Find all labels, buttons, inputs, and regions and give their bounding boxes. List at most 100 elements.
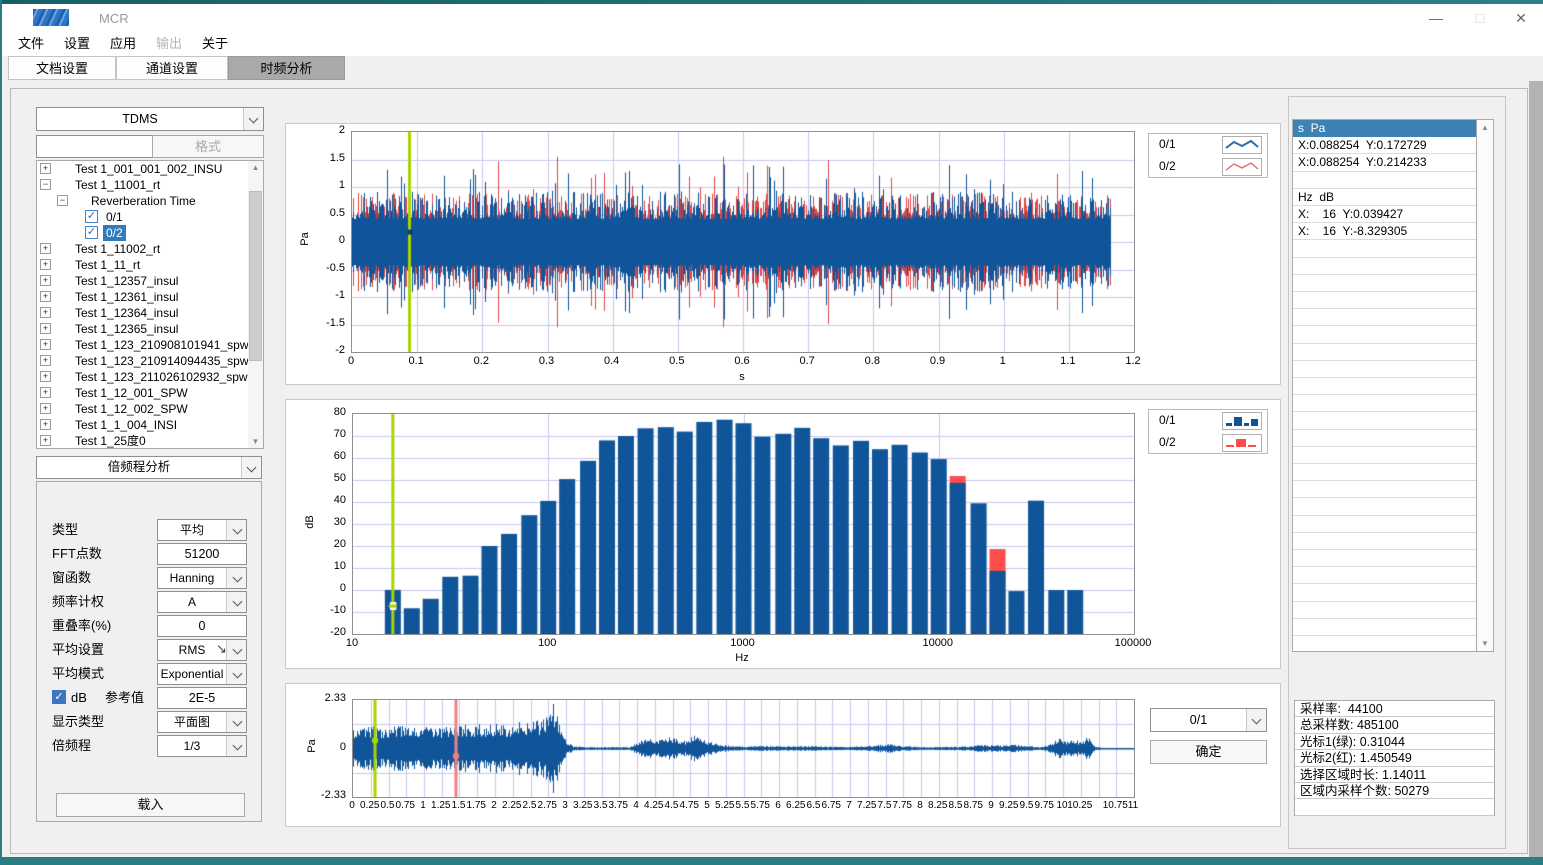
- collapse-minus-icon[interactable]: −: [40, 179, 51, 190]
- tree-scroll-down-icon[interactable]: ▼: [251, 437, 260, 446]
- field-select-频率计权[interactable]: A: [157, 591, 247, 613]
- tree-item[interactable]: + Test 1_123_210914094435_spw: [37, 353, 248, 369]
- analysis-type-arrow[interactable]: [241, 457, 261, 478]
- field-input-FFT点数[interactable]: [157, 543, 247, 565]
- readout-row[interactable]: X:0.088254 Y:0.172729: [1293, 137, 1476, 155]
- tree-item[interactable]: ✓ 0/2: [37, 225, 247, 241]
- readout-row[interactable]: [1293, 636, 1476, 651]
- readout-row[interactable]: [1293, 430, 1476, 447]
- readout-row[interactable]: [1293, 395, 1476, 413]
- tree-scroll-up-icon[interactable]: ▲: [251, 163, 260, 172]
- field-select-倍频程[interactable]: 1/3: [157, 735, 247, 757]
- octave-spectrum-plot[interactable]: [352, 413, 1135, 635]
- time-legend-row-1[interactable]: 0/1: [1149, 134, 1267, 156]
- readout-scroll-down-icon[interactable]: ▼: [1481, 639, 1489, 648]
- close-button[interactable]: ✕: [1515, 10, 1527, 26]
- menu-item-输出[interactable]: 输出: [156, 36, 183, 51]
- readout-row[interactable]: [1293, 326, 1476, 344]
- field-select-arrow[interactable]: [226, 592, 246, 612]
- expand-plus-icon[interactable]: +: [40, 355, 51, 366]
- field-select-arrow[interactable]: [226, 712, 246, 732]
- field-select-arrow[interactable]: [226, 520, 246, 540]
- readout-row[interactable]: [1293, 481, 1476, 499]
- spectrum-legend-row-1[interactable]: 0/1: [1149, 410, 1267, 432]
- expand-plus-icon[interactable]: +: [40, 307, 51, 318]
- minimize-button[interactable]: —: [1429, 10, 1443, 26]
- readout-row[interactable]: Hz dB: [1293, 189, 1476, 206]
- tree-item[interactable]: + Test 1_12365_insul: [37, 321, 247, 337]
- tree-item[interactable]: + Test 1_11002_rt: [37, 241, 247, 257]
- readout-row[interactable]: X: 16 Y:0.039427: [1293, 206, 1476, 224]
- tree-item[interactable]: + Test 1_12_001_SPW: [37, 385, 247, 401]
- readout-row[interactable]: [1293, 602, 1476, 619]
- readout-row[interactable]: [1293, 619, 1476, 636]
- expand-plus-icon[interactable]: +: [40, 275, 51, 286]
- expand-plus-icon[interactable]: +: [40, 339, 51, 350]
- readout-row[interactable]: [1293, 275, 1476, 292]
- tree-checkbox[interactable]: ✓: [85, 226, 98, 239]
- tree-checkbox[interactable]: ✓: [85, 210, 98, 223]
- tree-scroll-thumb[interactable]: [249, 191, 262, 361]
- readout-row[interactable]: [1293, 567, 1476, 585]
- readout-row[interactable]: [1293, 361, 1476, 378]
- expand-plus-icon[interactable]: +: [40, 419, 51, 430]
- tab-文档设置[interactable]: 文档设置: [8, 56, 116, 80]
- format-button[interactable]: 格式: [152, 135, 264, 158]
- field-select-arrow[interactable]: [226, 736, 246, 756]
- readout-row[interactable]: [1293, 378, 1476, 396]
- tree-item[interactable]: + Test 1_12361_insul: [37, 289, 247, 305]
- field-input-重叠率(%)[interactable]: [157, 615, 247, 637]
- expand-plus-icon[interactable]: +: [40, 387, 51, 398]
- readout-row[interactable]: [1293, 240, 1476, 258]
- load-button[interactable]: 载入: [56, 793, 245, 817]
- readout-row[interactable]: [1293, 309, 1476, 327]
- tree-item[interactable]: + Test 1_001_001_002_INSU: [37, 161, 247, 177]
- readout-row[interactable]: [1293, 498, 1476, 516]
- readout-row[interactable]: [1293, 412, 1476, 430]
- time-legend-row-2[interactable]: 0/2: [1149, 156, 1267, 178]
- readout-scrollbar[interactable]: ▲ ▼: [1477, 119, 1494, 652]
- field-select-窗函数[interactable]: Hanning: [157, 567, 247, 589]
- expand-plus-icon[interactable]: +: [40, 403, 51, 414]
- tree-scrollbar[interactable]: ▲ ▼: [248, 161, 263, 448]
- field-select-arrow[interactable]: [226, 568, 246, 588]
- ref-value-input[interactable]: [157, 687, 247, 709]
- expand-plus-icon[interactable]: +: [40, 259, 51, 270]
- collapse-minus-icon[interactable]: −: [57, 195, 68, 206]
- readout-scroll-up-icon[interactable]: ▲: [1481, 123, 1489, 132]
- readout-row[interactable]: [1293, 447, 1476, 464]
- readout-row[interactable]: [1293, 344, 1476, 361]
- time-waveform-plot[interactable]: [351, 131, 1135, 353]
- tree-item[interactable]: + Test 1_12357_insul: [37, 273, 247, 289]
- readout-row[interactable]: [1293, 550, 1476, 568]
- field-select-显示类型[interactable]: 平面图: [157, 711, 247, 733]
- file-format-arrow[interactable]: [243, 108, 263, 130]
- menu-item-应用[interactable]: 应用: [110, 36, 137, 51]
- tree-item[interactable]: + Test 1_123_210908101941_spw: [37, 337, 248, 353]
- expand-plus-icon[interactable]: +: [40, 371, 51, 382]
- spectrum-legend-row-2[interactable]: 0/2: [1149, 432, 1267, 454]
- channel-select[interactable]: 0/1: [1150, 708, 1267, 732]
- tree-item[interactable]: + Test 1_25度0: [37, 433, 247, 449]
- db-checkbox[interactable]: ✓: [52, 690, 66, 704]
- menu-item-设置[interactable]: 设置: [64, 36, 91, 51]
- confirm-button[interactable]: 确定: [1150, 740, 1267, 764]
- menu-item-关于[interactable]: 关于: [202, 36, 229, 51]
- field-select-平均模式[interactable]: Exponential: [157, 663, 247, 685]
- filter-input[interactable]: [36, 135, 153, 158]
- readout-row[interactable]: [1293, 258, 1476, 275]
- tree-item[interactable]: + Test 1_12364_insul: [37, 305, 247, 321]
- tree-item[interactable]: + Test 1_1_004_INSI: [37, 417, 247, 433]
- readout-row[interactable]: [1293, 464, 1476, 482]
- overview-waveform-plot[interactable]: [352, 699, 1135, 798]
- analysis-type-select[interactable]: 倍频程分析: [36, 456, 262, 479]
- tree-item[interactable]: + Test 1_12_002_SPW: [37, 401, 247, 417]
- readout-row[interactable]: [1293, 533, 1476, 550]
- tab-时频分析[interactable]: 时频分析: [228, 56, 345, 80]
- expand-plus-icon[interactable]: +: [40, 435, 51, 446]
- expand-plus-icon[interactable]: +: [40, 323, 51, 334]
- tab-通道设置[interactable]: 通道设置: [116, 56, 228, 80]
- file-format-select[interactable]: TDMS: [36, 107, 264, 131]
- tree-item[interactable]: − Reverberation Time: [37, 193, 247, 209]
- expand-plus-icon[interactable]: +: [40, 291, 51, 302]
